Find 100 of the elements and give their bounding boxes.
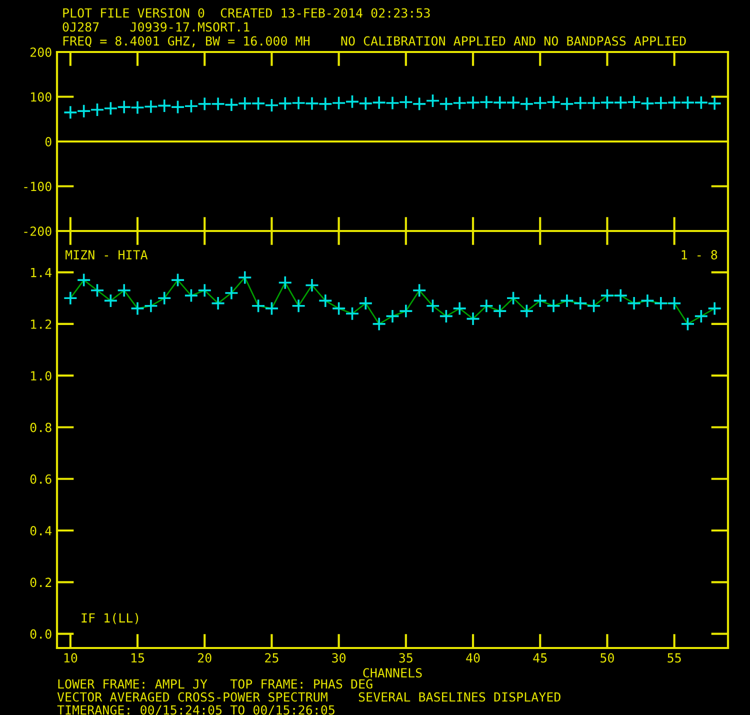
point — [680, 95, 695, 110]
x-tick-label: 50 — [600, 653, 614, 663]
point — [264, 301, 279, 316]
point — [197, 96, 212, 112]
point — [479, 94, 494, 110]
point — [573, 296, 588, 310]
point — [707, 301, 722, 316]
point — [224, 98, 239, 112]
point — [210, 296, 226, 310]
point — [90, 283, 104, 298]
point — [546, 298, 561, 314]
point — [144, 298, 158, 314]
text: LOWER FRAME: AMPL JY TOP FRAME: PHAS DEG — [58, 679, 372, 689]
x-tick-label: 25 — [265, 653, 278, 663]
point — [412, 283, 426, 298]
point — [640, 96, 655, 111]
y-tick-label: 0.8 — [30, 422, 52, 432]
point — [532, 294, 548, 308]
point — [318, 96, 333, 112]
point — [640, 294, 655, 308]
point — [600, 95, 614, 110]
point — [224, 286, 239, 300]
point — [439, 96, 454, 112]
point — [358, 96, 373, 111]
point — [560, 294, 574, 308]
point — [90, 102, 104, 117]
point — [104, 294, 118, 308]
point — [452, 301, 467, 316]
point — [492, 304, 508, 318]
x-axis-title: CHANNELS — [363, 668, 422, 678]
point — [492, 95, 508, 110]
point — [667, 296, 682, 310]
x-tick-label: 15 — [131, 653, 144, 663]
point — [586, 298, 601, 314]
point — [372, 316, 386, 332]
chart-title: PLOT FILE VERSION 0 CREATED 13-FEB-2014 02:23:53 — [63, 8, 430, 18]
point — [613, 95, 628, 110]
point — [170, 272, 185, 288]
point — [345, 306, 360, 321]
point — [197, 283, 212, 298]
x-tick-label: 40 — [466, 653, 480, 663]
point — [452, 96, 467, 110]
point — [573, 96, 588, 110]
point — [694, 95, 708, 110]
point — [157, 290, 172, 306]
point — [332, 301, 346, 316]
text: FREQ = 8.4001 GHZ, BW = 16.000 MH NO CALIBRATION APPLIED AND NO BANDPASS APPLIED — [63, 36, 686, 48]
y-tick-label: -100 — [24, 182, 52, 192]
point — [385, 309, 400, 324]
point — [707, 96, 722, 111]
point — [104, 101, 118, 116]
point — [694, 309, 708, 324]
point — [278, 275, 292, 290]
point — [426, 94, 440, 108]
point — [654, 96, 668, 110]
point — [626, 94, 642, 110]
point — [184, 98, 198, 114]
point — [264, 98, 279, 112]
point — [506, 290, 520, 306]
point — [532, 96, 548, 110]
point — [345, 94, 360, 109]
point — [332, 96, 346, 110]
point — [520, 96, 534, 112]
point — [251, 96, 266, 111]
y-tick-label: 100 — [31, 92, 52, 102]
point — [466, 312, 480, 326]
y-tick-label: 200 — [30, 48, 52, 57]
annotation: 1 - 8 — [682, 250, 718, 260]
point — [116, 100, 132, 114]
point — [426, 298, 440, 314]
point — [667, 95, 682, 110]
y-tick-label: 0.0 — [30, 629, 52, 639]
point — [170, 100, 185, 114]
annotation: IF 1(LL) — [82, 612, 138, 624]
point — [439, 309, 454, 324]
point — [398, 304, 414, 318]
point — [479, 298, 494, 314]
point — [130, 301, 145, 316]
point — [76, 104, 91, 118]
point — [680, 316, 695, 332]
point — [613, 288, 628, 303]
point — [372, 95, 386, 110]
x-tick-label: 30 — [332, 653, 346, 663]
point — [520, 304, 534, 318]
y-tick-label: 1.0 — [31, 371, 52, 381]
point — [304, 278, 320, 292]
point — [238, 96, 252, 111]
point — [130, 100, 145, 115]
point — [398, 94, 414, 110]
point — [278, 96, 292, 111]
point — [116, 283, 132, 298]
y-tick-label: 1.2 — [31, 319, 52, 329]
point — [210, 96, 226, 112]
point — [291, 298, 306, 314]
point — [304, 96, 320, 111]
point — [412, 96, 426, 112]
chart-subtitle: 0J287 J0939-17.MSORT.1 — [62, 22, 250, 32]
x-tick-label: 35 — [399, 653, 412, 663]
x-tick-label: 45 — [533, 653, 547, 663]
point — [63, 290, 78, 306]
